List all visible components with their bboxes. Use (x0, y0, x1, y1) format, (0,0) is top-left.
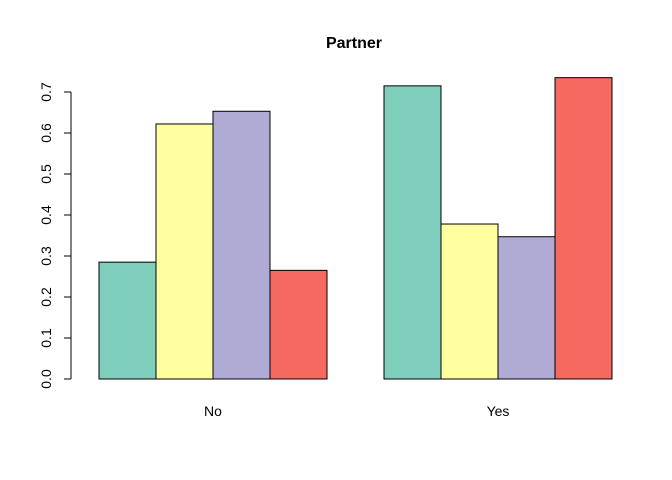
bar-no-series-3 (212, 110, 271, 380)
bar-no-series-2 (155, 123, 214, 380)
x-axis-labels: No Yes (204, 403, 509, 419)
y-axis: 0.0 0.1 0.2 0.3 0.4 0.5 0.6 0.7 (38, 82, 72, 389)
y-tick-label: 0.2 (38, 287, 54, 307)
y-tick-label: 0.1 (38, 328, 54, 348)
category-label-no: No (204, 403, 222, 419)
y-tick-label: 0.6 (38, 123, 54, 143)
bar-yes-series-1 (383, 85, 442, 380)
y-tick-label: 0.5 (38, 164, 54, 184)
category-label-yes: Yes (487, 403, 510, 419)
bars-group (98, 77, 613, 380)
bar-no-series-1 (98, 261, 157, 380)
bar-yes-series-4 (554, 77, 613, 380)
y-tick-label: 0.4 (38, 205, 54, 225)
bar-no-series-4 (269, 269, 328, 380)
chart-title: Partner (326, 35, 382, 52)
y-tick-label: 0.0 (38, 369, 54, 389)
bar-yes-series-2 (440, 223, 499, 380)
y-tick-label: 0.3 (38, 246, 54, 266)
bar-yes-series-3 (497, 236, 556, 380)
y-tick-label: 0.7 (38, 82, 54, 102)
